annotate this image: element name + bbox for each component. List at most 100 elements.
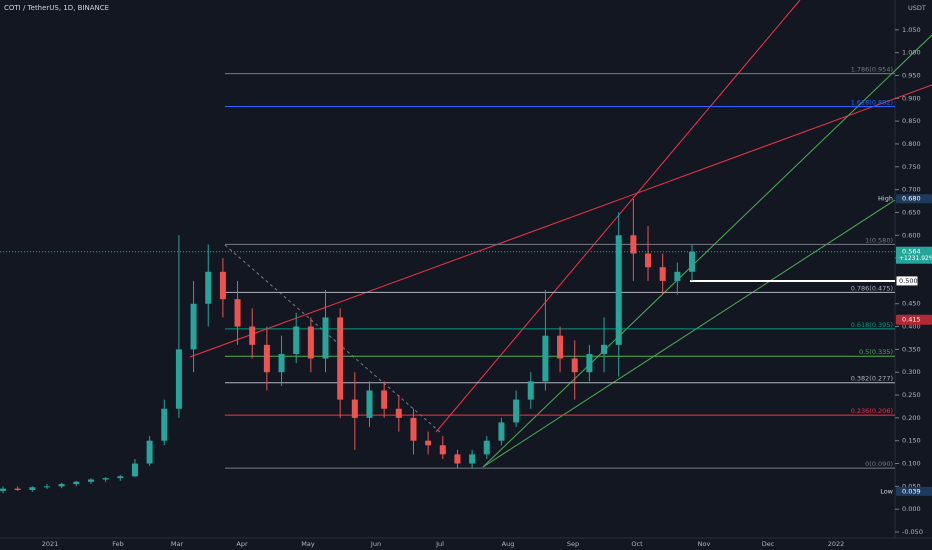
y-tick-label: 0.850 [902, 117, 921, 125]
y-tick-label: 0.900 [902, 94, 921, 102]
y-tick-label: 0.400 [902, 323, 921, 331]
candle-body [190, 303, 197, 350]
candle-body [29, 487, 36, 490]
candle-body [87, 479, 94, 482]
red-price: 0.415 [902, 316, 921, 324]
candle-body [454, 454, 461, 464]
fib-label: 1(0.580) [865, 236, 893, 244]
y-tick-label: 0.300 [902, 368, 921, 376]
x-tick-label: Mar [171, 540, 184, 548]
x-tick-label: 2021 [42, 540, 59, 548]
candle-body [674, 271, 681, 281]
candle-body [307, 326, 314, 359]
x-tick-label: Jul [435, 540, 444, 548]
badge-value: 0.680 [902, 195, 921, 203]
candle-body [483, 440, 490, 455]
candle-body [219, 271, 226, 300]
x-tick-label: Sep [567, 540, 579, 548]
trend-line [435, 0, 801, 433]
x-tick-label: Aug [502, 540, 515, 548]
candle-body [571, 358, 578, 373]
y-tick-label: 0.650 [902, 208, 921, 216]
candle-body [527, 381, 534, 400]
candle-body [425, 440, 432, 446]
y-tick-label: 0.950 [902, 71, 921, 79]
candle-body [322, 317, 329, 359]
candle-body [14, 488, 21, 490]
candle-body [659, 267, 666, 281]
candle-body [43, 486, 50, 488]
candle-body [439, 445, 446, 455]
candle-body [263, 344, 270, 373]
fib-label: 0.236(0.206) [851, 407, 893, 415]
x-tick-label: Dec [762, 540, 775, 548]
low-badge [896, 486, 932, 496]
y-tick-label: 1.050 [902, 26, 921, 34]
candle-body [557, 335, 564, 359]
candle-body [249, 326, 256, 345]
trend-line [189, 84, 932, 358]
candle-body [498, 422, 505, 441]
candle-body [469, 454, 476, 464]
candle-body [131, 463, 138, 477]
candle-body [410, 417, 417, 441]
x-tick-label: Jun [370, 540, 381, 548]
candle-body [645, 253, 652, 268]
y-tick-label: 1.000 [902, 49, 921, 57]
high-badge [896, 194, 932, 204]
last-price-badge [896, 246, 932, 264]
badge-label: High [878, 195, 893, 203]
alert-price: 0.500 [899, 277, 918, 285]
fib-label: 0.618(0.395) [851, 321, 893, 329]
x-tick-label: Feb [112, 540, 124, 548]
candle-body [146, 440, 153, 464]
candle-body [161, 408, 168, 441]
y-tick-label: 0.700 [902, 186, 921, 194]
candle-body [73, 481, 80, 485]
candle-body [586, 353, 593, 373]
fib-label: 0.786(0.475) [851, 284, 893, 292]
price-change: +1231.92% [899, 255, 932, 262]
fib-label: 1.786(0.954) [851, 66, 893, 74]
y-tick-label: 0.200 [902, 414, 921, 422]
chart-title: COTI / TetherUS, 1D, BINANCE [4, 4, 109, 12]
candle-body [337, 317, 344, 400]
y-tick-label: 0.150 [902, 437, 921, 445]
candle-body [601, 344, 608, 354]
fib-label: 0(0.090) [865, 460, 893, 468]
x-tick-label: May [301, 540, 315, 548]
candle-body [513, 399, 520, 423]
candle-body [351, 399, 358, 418]
candle-body [0, 488, 6, 491]
drawings [189, 0, 932, 468]
alert-badge [895, 275, 919, 287]
candle-body [205, 271, 212, 304]
y-tick-label: 0.450 [902, 300, 921, 308]
y-tick-label: 0.800 [902, 140, 921, 148]
x-tick-label: Apr [236, 540, 248, 548]
y-tick-label: 0.350 [902, 345, 921, 353]
y-tick-label: 0.100 [902, 460, 921, 468]
y-tick-label: 0.250 [902, 391, 921, 399]
y-tick-label: 0.600 [902, 231, 921, 239]
candle-body [366, 390, 373, 418]
candle-body [58, 484, 65, 487]
badge-label: Low [880, 487, 893, 495]
currency: USDT [908, 4, 926, 12]
fib-label: 0.5(0.335) [859, 348, 893, 356]
candle-body [117, 476, 124, 479]
candle-body [542, 335, 549, 382]
candle-body [395, 408, 402, 418]
candle-body [689, 251, 695, 272]
y-tick-label: 0.050 [902, 482, 921, 490]
fib-label: 0.382(0.277) [851, 375, 893, 383]
badge-value: 0.039 [902, 487, 921, 495]
candle-body [615, 235, 622, 345]
y-tick-label: 0.750 [902, 163, 921, 171]
x-tick-label: 2022 [828, 540, 845, 548]
candle-body [102, 478, 109, 480]
y-tick-label: 0.000 [902, 505, 921, 513]
fib-label: 1.618(0.882) [851, 99, 893, 107]
